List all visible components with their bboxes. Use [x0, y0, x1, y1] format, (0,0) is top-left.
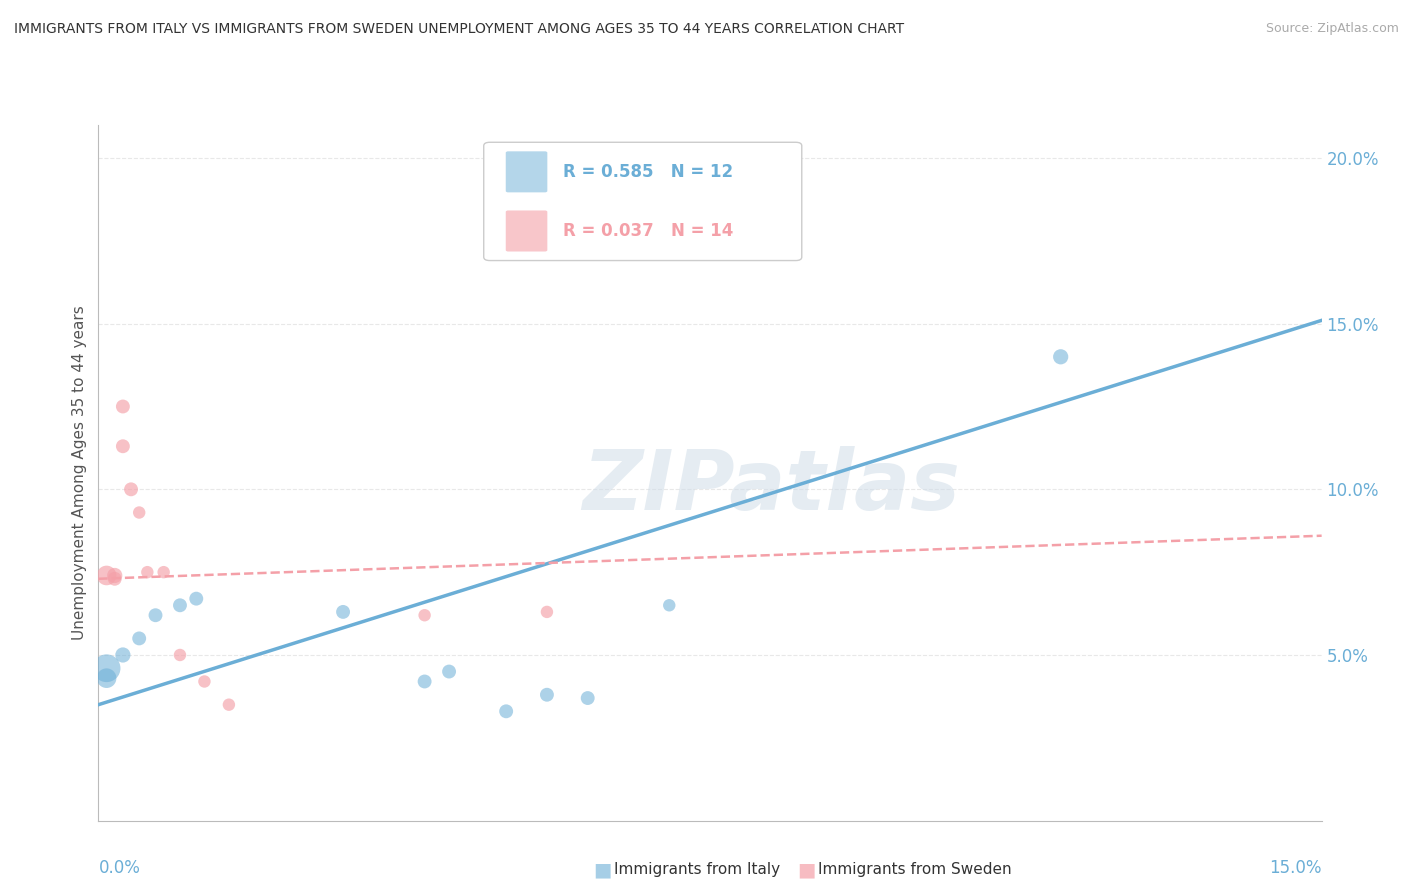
Point [111, 439, 134, 453]
Text: ■: ■ [797, 860, 815, 880]
Point [136, 565, 159, 579]
Text: R = 0.037   N = 14: R = 0.037 N = 14 [564, 222, 734, 240]
Point [658, 599, 681, 613]
Y-axis label: Unemployment Among Ages 35 to 44 years: Unemployment Among Ages 35 to 44 years [72, 305, 87, 640]
Point [193, 674, 215, 689]
Point [96, 661, 118, 675]
Point [218, 698, 240, 712]
Point [96, 568, 118, 582]
Point [145, 608, 167, 623]
Text: IMMIGRANTS FROM ITALY VS IMMIGRANTS FROM SWEDEN UNEMPLOYMENT AMONG AGES 35 TO 44: IMMIGRANTS FROM ITALY VS IMMIGRANTS FROM… [14, 22, 904, 37]
Point [152, 565, 174, 579]
Text: 15.0%: 15.0% [1270, 859, 1322, 877]
Point [576, 691, 599, 706]
Point [96, 671, 118, 685]
Point [413, 608, 436, 623]
Point [413, 674, 436, 689]
Point [186, 591, 208, 606]
FancyBboxPatch shape [484, 142, 801, 260]
Point [120, 483, 142, 497]
Point [128, 632, 150, 646]
Text: Immigrants from Sweden: Immigrants from Sweden [818, 863, 1012, 877]
Point [536, 605, 558, 619]
Point [128, 506, 150, 520]
Point [600, 234, 623, 248]
Text: ■: ■ [593, 860, 612, 880]
Text: 0.0%: 0.0% [98, 859, 141, 877]
Point [111, 648, 134, 662]
Text: R = 0.585   N = 12: R = 0.585 N = 12 [564, 163, 734, 181]
Text: Immigrants from Italy: Immigrants from Italy [614, 863, 780, 877]
Point [437, 665, 460, 679]
Point [104, 568, 127, 582]
Text: ZIPatlas: ZIPatlas [582, 446, 960, 527]
Point [332, 605, 354, 619]
Point [169, 648, 191, 662]
FancyBboxPatch shape [506, 211, 547, 252]
Point [495, 704, 517, 718]
Point [536, 688, 558, 702]
Point [111, 400, 134, 414]
Point [1049, 350, 1071, 364]
FancyBboxPatch shape [506, 152, 547, 193]
Point [169, 599, 191, 613]
Text: Source: ZipAtlas.com: Source: ZipAtlas.com [1265, 22, 1399, 36]
Point [104, 572, 127, 586]
